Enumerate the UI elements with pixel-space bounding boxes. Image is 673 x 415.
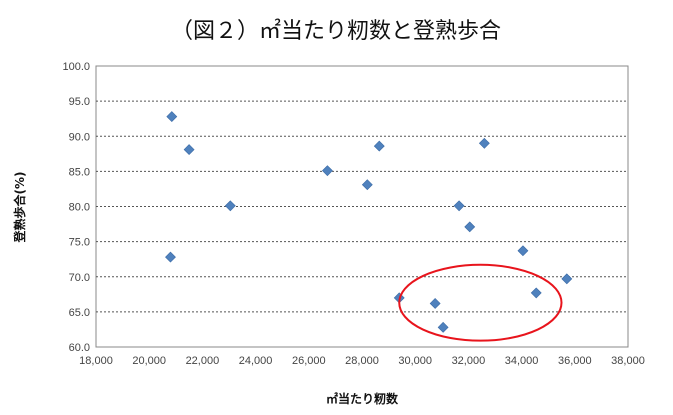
data-point [166,111,178,123]
data-point [321,165,333,177]
y-tick-label: 90.0 [69,131,90,143]
data-point [464,221,476,233]
data-point [530,287,542,299]
y-tick-label: 75.0 [69,237,90,249]
y-tick-label: 60.0 [69,342,90,354]
y-tick-label: 65.0 [69,307,90,319]
y-tick-label: 95.0 [69,96,90,108]
x-tick-label: 26,000 [292,355,326,367]
data-point [437,321,449,333]
x-tick-label: 24,000 [239,355,273,367]
y-tick-label: 70.0 [69,272,90,284]
chart-title: （図２）㎡当たり籾数と登熟歩合 [171,18,501,44]
x-tick-label: 18,000 [79,355,113,367]
x-tick-label: 30,000 [398,355,432,367]
y-axis-label: 登熟歩合(%) [12,172,27,244]
data-points [165,111,573,333]
highlight-ellipse [398,263,563,342]
x-tick-label: 22,000 [186,355,220,367]
x-tick-label: 34,000 [505,355,539,367]
x-axis-label: ㎡当たり籾数 [326,391,399,406]
x-axis-ticks: 18,000 20,000 22,000 24,000 26,000 28,000 30,0… [79,355,645,367]
data-point [478,137,490,149]
data-point [224,200,236,212]
data-point [361,179,373,191]
y-tick-label: 85.0 [69,166,90,178]
x-tick-label: 20,000 [132,355,166,367]
x-tick-label: 32,000 [452,355,486,367]
data-point [373,140,385,152]
y-tick-label: 100.0 [62,61,90,73]
data-point [165,251,176,263]
grid-lines [96,100,628,313]
data-point [453,200,465,212]
y-axis-ticks: 60.0 65.0 70.0 75.0 80.0 85.0 90.0 95.0 100.0 [62,61,90,354]
data-point [517,245,529,257]
x-tick-label: 28,000 [345,355,379,367]
data-point [183,144,195,156]
y-tick-label: 80.0 [69,202,90,214]
data-point [429,298,441,309]
data-point [561,273,573,285]
x-tick-label: 38,000 [611,355,645,367]
x-tick-label: 36,000 [558,355,592,367]
